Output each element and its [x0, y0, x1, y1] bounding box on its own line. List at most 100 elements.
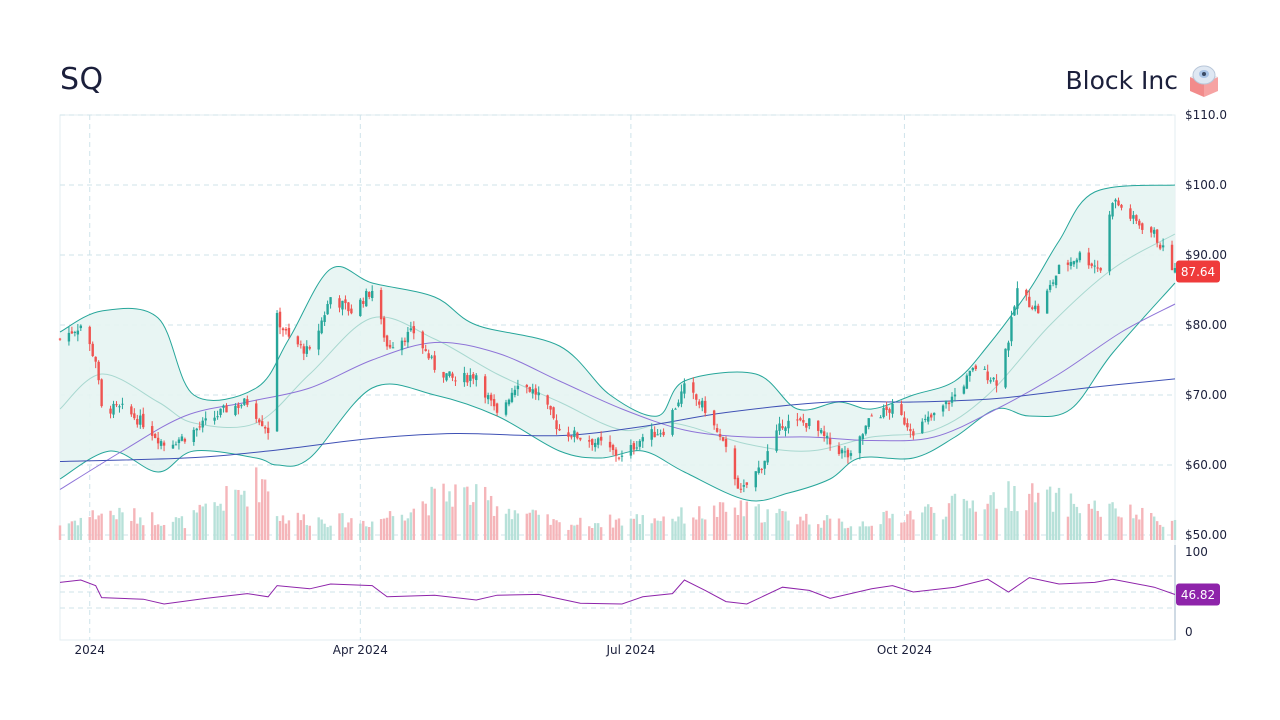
candle-body [451, 373, 454, 378]
candle-body [588, 440, 591, 442]
volume-bar [1025, 510, 1028, 540]
candle-body [778, 423, 781, 431]
volume-bar [403, 520, 407, 540]
candle-body [929, 414, 933, 418]
candle-body [421, 331, 424, 349]
volume-bar [1152, 516, 1156, 540]
candle-body [736, 477, 740, 489]
candle-body [843, 451, 847, 453]
volume-bar [552, 519, 555, 540]
volume-bar [837, 518, 841, 540]
candle-body [1099, 267, 1102, 271]
volume-bar [1054, 492, 1058, 540]
rsi-tick-label: 100 [1185, 545, 1208, 559]
volume-bar [1057, 487, 1061, 540]
volume-bar [763, 522, 766, 540]
volume-bar [142, 525, 145, 540]
candle-body [222, 405, 225, 408]
candle-body [1138, 220, 1141, 226]
candle-body [950, 396, 954, 403]
candle-body [1108, 214, 1111, 272]
candle-body [317, 330, 320, 350]
volume-bar [843, 528, 847, 540]
candle-body [754, 471, 757, 488]
volume-bar [492, 515, 496, 540]
candle-body [849, 453, 853, 456]
volume-bar [757, 504, 760, 540]
y-tick-label: $100.0 [1185, 178, 1227, 192]
candle-body [365, 291, 368, 307]
candle-body [596, 438, 600, 445]
candle-body [620, 455, 624, 457]
candle-body [1132, 215, 1135, 219]
volume-bar [371, 521, 374, 540]
candle-body [463, 372, 466, 383]
candle-body [359, 299, 362, 316]
candle-body [100, 379, 103, 407]
volume-bar [692, 517, 695, 540]
candle-body [927, 416, 930, 422]
volume-bar [1132, 518, 1135, 540]
volume-bar [400, 514, 404, 540]
candle-body [94, 356, 97, 362]
candle-body [243, 398, 246, 405]
volume-bar [483, 486, 487, 540]
volume-bar [171, 521, 175, 540]
volume-bar [635, 514, 639, 540]
volume-bar [828, 518, 832, 540]
candle-body [246, 399, 249, 405]
volume-bar [739, 500, 743, 540]
volume-bar [174, 517, 178, 540]
volume-bar [724, 511, 728, 540]
candle-body [724, 438, 728, 447]
volume-bar [112, 515, 115, 540]
y-tick-label: $80.00 [1185, 318, 1227, 332]
candle-body [263, 427, 267, 429]
candle-body [742, 485, 746, 487]
candle-body [266, 427, 270, 434]
volume-bar [742, 516, 746, 540]
candle-body [962, 386, 966, 394]
volume-bar [219, 503, 222, 540]
candle-body [73, 331, 77, 333]
candlesticks [58, 197, 1177, 493]
candle-body [323, 315, 326, 322]
volume-bar [822, 520, 826, 540]
y-tick-label: $70.00 [1185, 388, 1227, 402]
candle-body [118, 406, 121, 408]
candle-body [516, 385, 520, 390]
volume-bar [347, 522, 350, 540]
volume-bar [879, 524, 882, 540]
candle-body [775, 430, 778, 451]
volume-bar [1016, 511, 1019, 540]
volume-bar [971, 500, 975, 540]
volume-bar [1117, 516, 1120, 540]
candle-body [504, 402, 508, 415]
candle-body [944, 400, 948, 405]
last-price-label: 87.64 [1181, 265, 1215, 279]
volume-bar [617, 518, 621, 540]
volume-bar [1087, 503, 1090, 540]
candle-body [492, 399, 496, 407]
volume-bar [504, 513, 508, 540]
volume-bar [929, 507, 933, 540]
volume-bar [1173, 519, 1177, 540]
candle-body [1096, 267, 1099, 269]
candle-body [1048, 284, 1052, 290]
candle-body [1155, 229, 1159, 243]
volume-bar [912, 519, 915, 540]
candle-body [76, 330, 80, 335]
volume-bar [986, 503, 989, 540]
volume-bar [192, 510, 195, 540]
candle-body [79, 325, 83, 329]
candle-body [802, 420, 805, 423]
volume-bar [195, 512, 198, 540]
volume-bar [537, 514, 540, 540]
volume-bar [632, 518, 636, 540]
candle-body [888, 409, 891, 413]
volume-bar [567, 529, 570, 540]
volume-bar [1158, 524, 1162, 540]
volume-bar [67, 523, 71, 540]
candle-body [799, 418, 802, 421]
